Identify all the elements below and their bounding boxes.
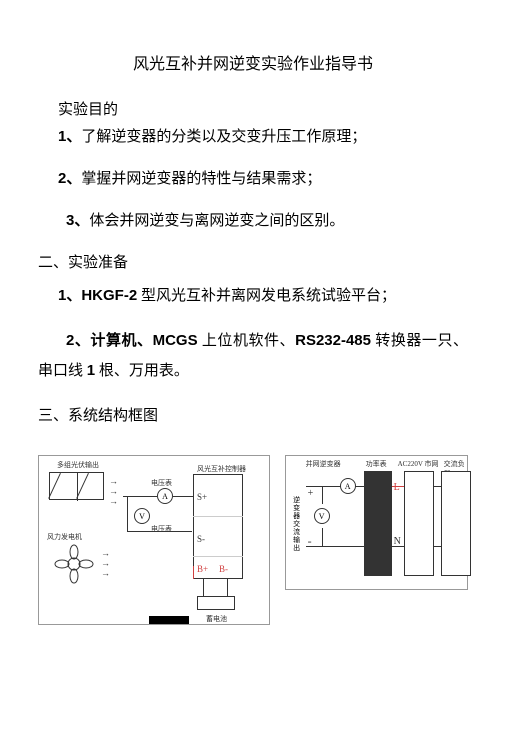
diagram-right: 并网逆变器 功率表 AC220V 市网 交流负载 逆变器交流输出 + - V A… [285, 455, 468, 590]
battery-box [197, 596, 235, 610]
rwire-n [392, 546, 404, 547]
item3-text: 体会并网逆变与离网逆变之间的区别。 [89, 213, 344, 229]
sym-L: L [394, 482, 400, 493]
wire-top [123, 496, 157, 497]
label-voltmeter-1: 电压表 [151, 478, 172, 488]
section1-item-3: 3、体会并网逆变与离网逆变之间的区别。 [66, 209, 468, 233]
s2-text-2a: 上位机软件、 [198, 333, 296, 349]
rwire-ac2 [434, 546, 441, 547]
label-battery: 蓄电池 [206, 614, 227, 624]
sym-sp: S+ [197, 492, 207, 502]
section1-item-1: 1、了解逆变器的分类以及交变升压工作原理； [58, 125, 468, 149]
arrow-1: → [109, 476, 118, 486]
arrow-4: → [101, 548, 110, 558]
ac-box [404, 471, 434, 576]
arrow-2: → [109, 486, 118, 496]
sym-plus: + [308, 488, 314, 499]
load-box [441, 471, 471, 576]
item2-text: 掌握并网逆变器的特性与结果需求； [81, 171, 321, 187]
label-inverter: 并网逆变器 [306, 459, 341, 469]
section2-heading: 二、实验准备 [38, 251, 468, 272]
section1-heading: 实验目的 [58, 98, 468, 119]
s2-num-1: 1、 [58, 287, 81, 304]
sym-sm: S- [197, 534, 205, 544]
s2-bold-2c: 1 [87, 362, 95, 379]
label-power: 功率表 [366, 459, 387, 469]
label-wind: 风力发电机 [47, 532, 82, 542]
section1-item-2: 2、掌握并网逆变器的特性与结果需求； [58, 167, 468, 191]
label-controller: 风光互补控制器 [197, 464, 246, 474]
num-1: 1、 [58, 128, 81, 145]
voltmeter-V: V [134, 508, 150, 524]
redline-r [392, 486, 404, 487]
item1-text: 了解逆变器的分类以及交变升压工作原理； [81, 129, 366, 145]
s2-text-1: 型风光互补并离网发电系统试验平台； [137, 288, 396, 304]
blackbar [149, 616, 189, 624]
label-pv: 多组光伏输出 [57, 460, 99, 470]
sym-minus: - [308, 534, 312, 549]
arrow-6: → [101, 568, 110, 578]
rwire-v1 [322, 486, 323, 504]
s2-bold-2a: MCGS [153, 332, 198, 349]
power-box [364, 471, 392, 576]
wire-down1 [203, 579, 204, 597]
s2-bold-2b: RS232-485 [295, 332, 371, 349]
rwire-v2 [322, 528, 323, 546]
label-ac: AC220V 市网 [398, 459, 439, 469]
num-3: 3、 [66, 212, 89, 229]
rwire-ac1 [434, 486, 441, 487]
rwire-bot [306, 546, 364, 547]
wire-top2 [173, 496, 193, 497]
arrow-3: → [109, 496, 118, 506]
section3-heading: 三、系统结构框图 [38, 404, 468, 425]
label-voltmeter-2: 电压表 [151, 524, 172, 534]
ammeter-A: A [157, 488, 173, 504]
r-ammeter: A [340, 478, 356, 494]
s2-text-2c: 根、万用表。 [95, 363, 189, 379]
fan-icon [54, 544, 94, 584]
s2-num-2: 2、计算机、 [66, 332, 153, 349]
r-voltmeter: V [314, 508, 330, 524]
s2-bold-1: HKGF-2 [81, 287, 137, 304]
redline-1 [193, 566, 194, 579]
sym-bm: B- [219, 564, 228, 574]
arrow-5: → [101, 558, 110, 568]
pv-panel-box [49, 472, 104, 500]
label-out-vertical: 逆变器交流输出 [292, 496, 302, 552]
num-2: 2、 [58, 170, 81, 187]
sym-bp: B+ [197, 564, 208, 574]
diagram-container: 多组光伏输出 风力发电机 → → → → → → 电压表 A V 电压表 风光互… [38, 455, 468, 625]
section2-item-2: 2、计算机、MCGS 上位机软件、RS232-485 转换器一只、串口线 1 根… [38, 326, 468, 386]
wire-down2 [227, 579, 228, 597]
wire-v2 [127, 531, 192, 532]
page-title: 风光互补并网逆变实验作业指导书 [38, 50, 468, 74]
section2-item-1: 1、HKGF-2 型风光互补并离网发电系统试验平台； [58, 284, 468, 308]
diagram-left: 多组光伏输出 风力发电机 → → → → → → 电压表 A V 电压表 风光互… [38, 455, 270, 625]
wire-v1 [127, 496, 128, 531]
